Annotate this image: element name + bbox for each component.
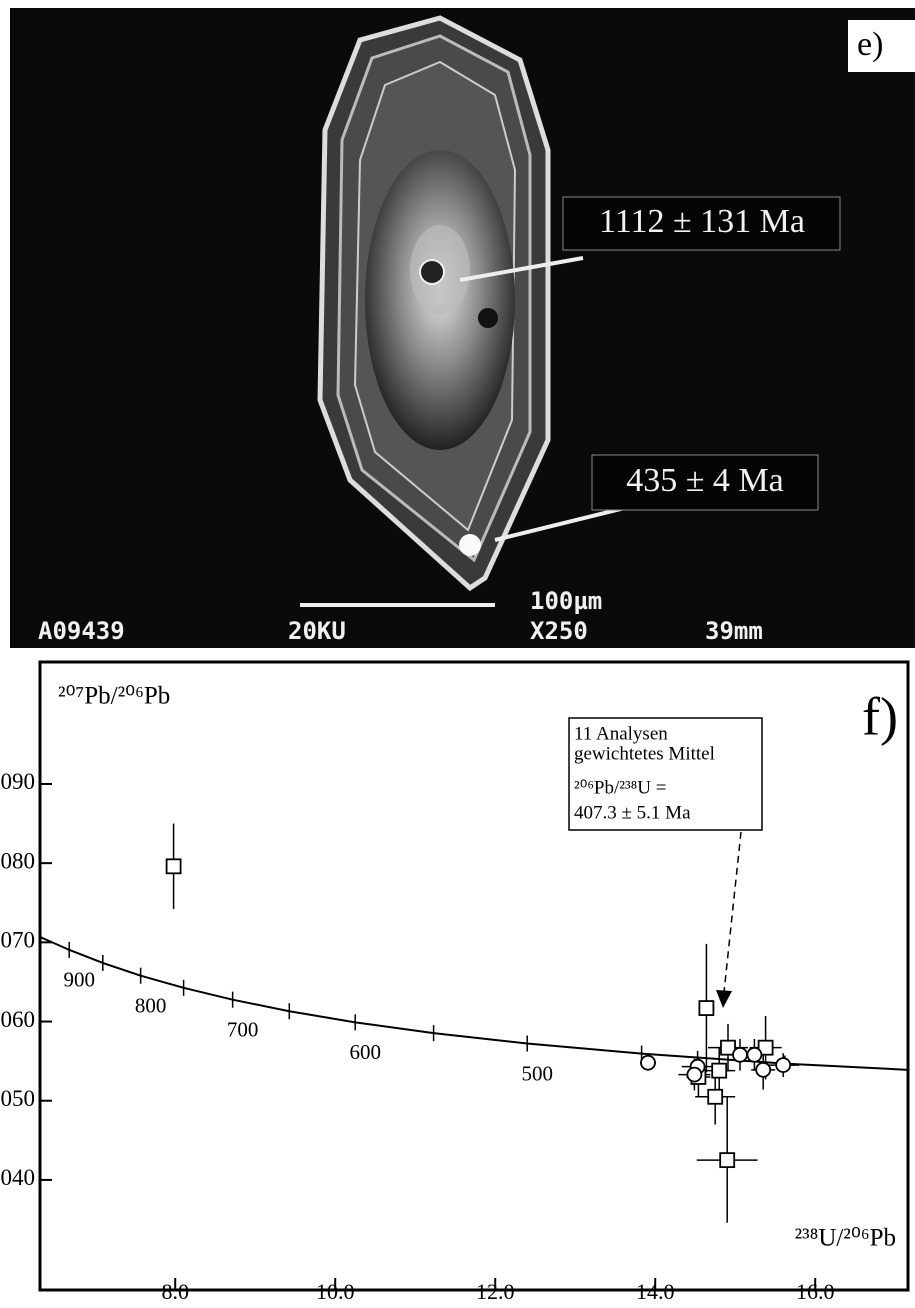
rim-age-label: 435 ± 4 Ma <box>626 462 783 499</box>
core-age-label: 1112 ± 131 Ma <box>599 203 805 240</box>
annotation-box <box>568 717 763 831</box>
plot-frame <box>38 660 910 1292</box>
panel-label: f) <box>862 686 898 746</box>
x-tick-label: 10.0 <box>316 1279 355 1304</box>
panel-label: e) <box>857 26 883 63</box>
footer-text: 39mm <box>705 617 763 645</box>
age-label: 500 <box>521 1061 553 1085</box>
y-tick-label: 0.060 <box>0 1007 35 1032</box>
y-tick-label: 0.050 <box>0 1086 35 1111</box>
y-tick-label: 0.070 <box>0 928 35 953</box>
circle-point <box>775 1057 792 1073</box>
square-point <box>698 1000 715 1016</box>
age-label: 900 <box>63 968 95 992</box>
footer-text: 20KU <box>288 617 346 645</box>
circle-point <box>746 1046 763 1063</box>
x-tick-label: 12.0 <box>476 1279 515 1304</box>
footer-text: X250 <box>530 617 588 645</box>
plot-area <box>40 823 908 1223</box>
footer-text: A09439 <box>38 617 125 645</box>
circle-point <box>755 1061 772 1078</box>
y-tick-label: 0.040 <box>0 1165 35 1190</box>
annotation-text: ²⁰⁶Pb/²³⁸U = <box>574 777 667 798</box>
square-point <box>757 1039 774 1056</box>
x-tick-label: 8.0 <box>161 1279 189 1304</box>
y-tick-label: 0.080 <box>0 848 35 873</box>
arrow-head <box>716 990 732 1008</box>
x-tick-label: 14.0 <box>636 1279 675 1304</box>
scale-bar-label: 100µm <box>530 587 602 615</box>
sem-image <box>10 8 915 648</box>
x-tick-label: 16.0 <box>796 1279 835 1304</box>
annotation-text: 407.3 ± 5.1 Ma <box>574 802 691 823</box>
circle-point <box>640 1054 656 1071</box>
y-axis-label: ²⁰⁷Pb/²⁰⁶Pb <box>58 683 170 710</box>
square-point <box>707 1088 724 1105</box>
square-point <box>719 1152 736 1169</box>
circle-point <box>732 1046 748 1063</box>
age-label: 800 <box>135 993 167 1017</box>
y-tick-label: 0.090 <box>0 769 35 794</box>
square-point <box>720 1039 736 1056</box>
age-label: 600 <box>349 1040 381 1064</box>
annotation-arrow <box>723 831 742 993</box>
x-axis-label: ²³⁸U/²⁰⁶Pb <box>795 1225 896 1252</box>
square-point <box>711 1062 728 1079</box>
concordia-curve <box>40 935 908 1071</box>
annotation-text: 11 Analysen <box>574 723 668 744</box>
age-label: 700 <box>227 1017 259 1041</box>
annotation-text: gewichtetes Mittel <box>574 743 715 764</box>
square-point <box>165 858 182 875</box>
circle-point <box>686 1066 703 1083</box>
